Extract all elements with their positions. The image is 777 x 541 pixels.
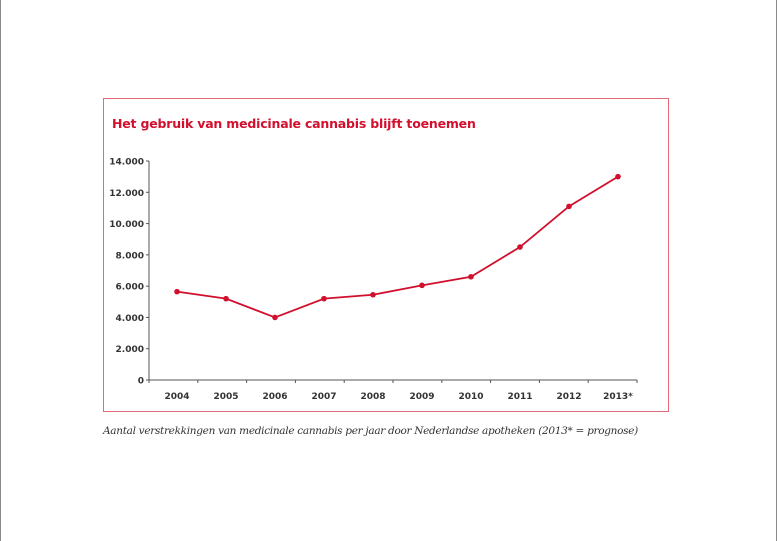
page-left-edge: [0, 0, 1, 541]
series-line: [176, 175, 619, 319]
y-tick-label: 12.000: [109, 189, 144, 199]
chart-frame: [103, 98, 669, 412]
y-tick-label: 0: [138, 377, 144, 387]
data-point: [615, 173, 621, 180]
data-point: [370, 291, 376, 298]
x-tick-label: 2008: [360, 392, 385, 402]
data-point: [272, 314, 278, 321]
x-tick-label: 2012: [556, 392, 581, 402]
data-point: [419, 282, 425, 289]
y-tick-label: 4.000: [116, 314, 144, 324]
x-tick-label: 2007: [311, 392, 336, 402]
y-tick-label: 2.000: [116, 345, 144, 355]
chart-title: Het gebruik van medicinale cannabis blij…: [112, 116, 476, 131]
y-tick-label: 8.000: [116, 251, 144, 261]
data-point: [566, 203, 572, 210]
data-point: [517, 244, 523, 250]
x-tick-label: 2013*: [603, 392, 633, 402]
data-point: [223, 295, 229, 302]
chart-caption: Aantal verstrekkingen van medicinale can…: [103, 425, 638, 437]
y-tick-label: 6.000: [116, 283, 144, 293]
x-tick-label: 2006: [262, 392, 287, 402]
x-tick-label: 2010: [458, 392, 483, 402]
x-tick-label: 2009: [409, 392, 434, 402]
data-point: [321, 295, 327, 302]
data-point: [174, 288, 180, 295]
x-tick-label: 2004: [164, 392, 189, 402]
data-point: [468, 273, 474, 280]
y-tick-label: 10.000: [109, 220, 144, 230]
y-tick-label: 14.000: [109, 158, 144, 168]
x-tick-label: 2011: [507, 392, 532, 402]
x-tick-label: 2005: [213, 392, 238, 402]
